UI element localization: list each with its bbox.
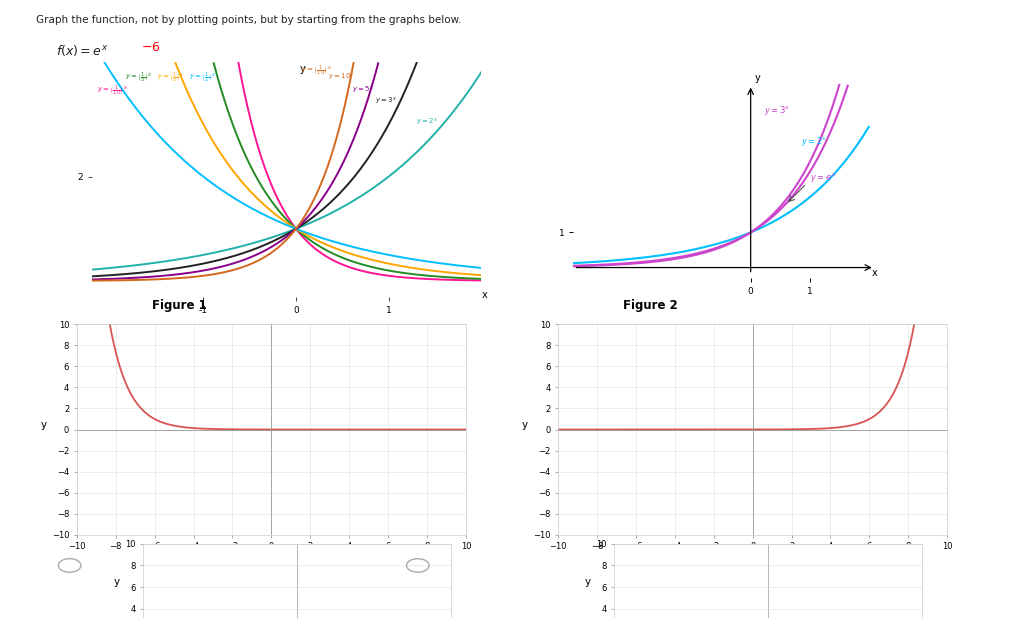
Text: $y=\left(\frac{1}{10}\right)^x$: $y=\left(\frac{1}{10}\right)^x$ xyxy=(97,84,128,98)
Text: $y = e^x$: $y = e^x$ xyxy=(810,171,837,184)
Text: $- 6$: $- 6$ xyxy=(141,41,161,54)
Text: x: x xyxy=(871,268,878,278)
Text: y: y xyxy=(755,73,760,83)
Text: $y=3^x$: $y=3^x$ xyxy=(375,96,397,107)
Text: x: x xyxy=(481,290,487,300)
X-axis label: x: x xyxy=(268,552,274,562)
Text: Graph the function, not by plotting points, but by starting from the graphs belo: Graph the function, not by plotting poin… xyxy=(36,15,462,25)
Text: $y=\left(\frac{1}{5}\right)^x$: $y=\left(\frac{1}{5}\right)^x$ xyxy=(157,71,185,85)
Text: $y=\left(\frac{1}{2}\right)^x$: $y=\left(\frac{1}{2}\right)^x$ xyxy=(189,71,217,85)
X-axis label: x: x xyxy=(750,552,756,562)
Text: $y=10^x$: $y=10^x$ xyxy=(329,72,355,83)
Y-axis label: y: y xyxy=(521,420,527,430)
Text: $y = 2^x$: $y = 2^x$ xyxy=(801,135,827,148)
Text: $y=2^x$: $y=2^x$ xyxy=(417,117,438,128)
Y-axis label: y: y xyxy=(585,577,591,587)
Y-axis label: y: y xyxy=(40,420,46,430)
Text: $y=5^x$: $y=5^x$ xyxy=(351,85,374,96)
Text: y: y xyxy=(300,64,305,74)
Text: $y=\left(\frac{1}{3}\right)^x$: $y=\left(\frac{1}{3}\right)^x$ xyxy=(125,71,153,85)
Y-axis label: y: y xyxy=(114,577,120,587)
Text: $y=\left(\frac{1}{10}\right)^x$: $y=\left(\frac{1}{10}\right)^x$ xyxy=(301,64,332,77)
Text: $f(x) = e^{x}$: $f(x) = e^{x}$ xyxy=(56,43,109,58)
Text: Figure 1: Figure 1 xyxy=(152,299,207,312)
Text: Figure 2: Figure 2 xyxy=(623,299,678,312)
Text: $y = 3^x$: $y = 3^x$ xyxy=(764,104,791,117)
